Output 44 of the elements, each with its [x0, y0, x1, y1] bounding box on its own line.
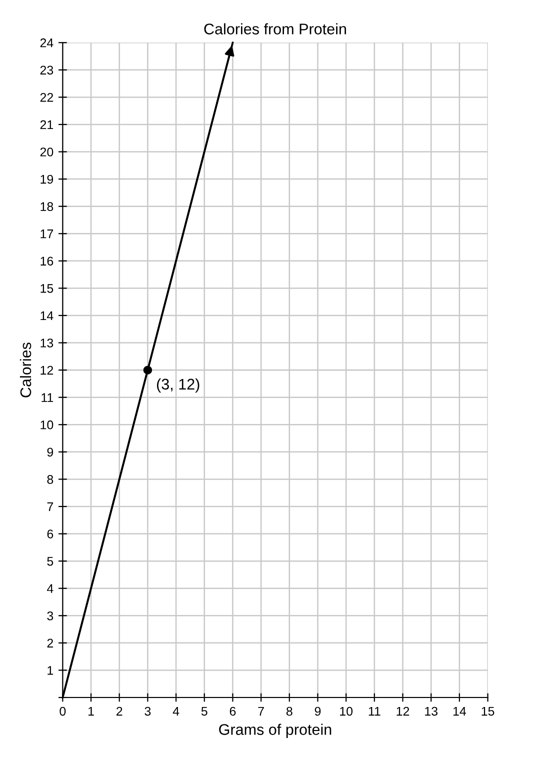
y-tick-label: 22: [40, 93, 54, 102]
y-tick-label: 18: [40, 202, 54, 211]
y-axis-title: Calories: [20, 342, 32, 398]
y-tick-label: 2: [47, 638, 54, 648]
y-tick-label: 15: [40, 284, 54, 293]
x-tick-label: 11: [368, 706, 380, 716]
y-tick-label: 17: [40, 230, 54, 238]
y-tick-label: 13: [40, 338, 54, 348]
y-tick-label: 7: [47, 502, 54, 512]
y-tick-label: 11: [42, 393, 54, 402]
x-tick-label: 8: [286, 706, 292, 716]
x-tick-label: 9: [314, 706, 321, 716]
chart-title: Calories from Protein: [204, 23, 346, 34]
y-tick-label: 24: [40, 38, 54, 48]
y-tick-label: 19: [40, 174, 54, 184]
x-tick-label: 13: [425, 706, 438, 716]
x-tick-label: 12: [396, 706, 410, 716]
y-tick-label: 10: [40, 420, 54, 430]
x-tick-label: 0: [60, 706, 66, 716]
x-tick-label: 10: [340, 706, 353, 716]
y-tick-label: 23: [40, 66, 54, 75]
y-tick-label: 3: [47, 611, 54, 620]
x-tick-label: 4: [172, 706, 180, 716]
x-tick-label: 6: [230, 706, 236, 716]
x-tick-label: 14: [453, 706, 466, 716]
y-tick-label: 12: [40, 366, 54, 375]
y-tick-label: 6: [47, 530, 54, 538]
x-tick-label: 1: [88, 706, 94, 716]
x-tick-label: 3: [144, 706, 151, 716]
annotation: (3, 12): [156, 378, 200, 393]
y-tick-label: 20: [40, 148, 54, 156]
y-tick-label: 16: [40, 256, 54, 266]
y-tick-label: 1: [48, 666, 54, 675]
y-tick-label: 21: [40, 120, 54, 130]
y-tick-label: 5: [47, 556, 54, 566]
y-tick-label: 9: [47, 448, 54, 457]
y-tick-label: 14: [40, 311, 54, 320]
x-tick-label: 7: [258, 706, 264, 716]
y-tick-label: 4: [46, 584, 54, 593]
x-tick-label: 15: [482, 706, 494, 716]
x-tick-label: 2: [116, 706, 122, 716]
x-axis-title: Grams of protein: [219, 724, 332, 738]
x-tick-label: 5: [201, 706, 208, 716]
y-tick-label: 8: [47, 475, 54, 484]
